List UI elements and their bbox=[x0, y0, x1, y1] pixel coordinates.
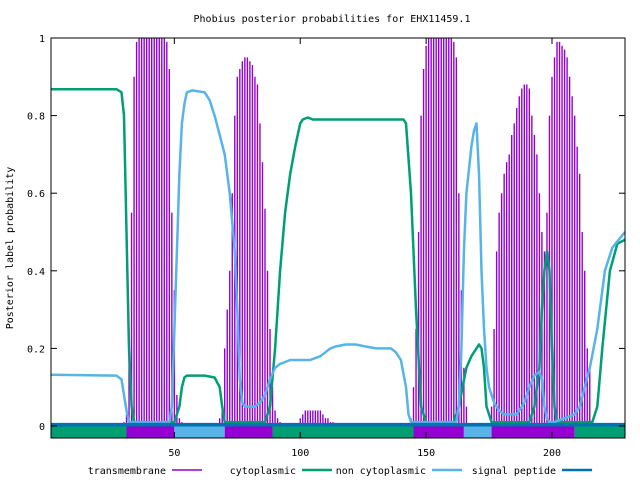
y-tick-label: 0 bbox=[39, 422, 45, 433]
topology-segment-transmembrane bbox=[413, 425, 464, 438]
chart-title: Phobius posterior probabilities for EHX1… bbox=[194, 14, 471, 25]
y-tick-label: 0.8 bbox=[27, 112, 45, 123]
y-tick-label: 0.4 bbox=[27, 267, 45, 278]
y-tick-label: 1 bbox=[39, 34, 45, 45]
topology-segment-transmembrane bbox=[491, 425, 575, 438]
plot-frame bbox=[50, 37, 626, 439]
legend: transmembrane cytoplasmic non cytoplasmic s… bbox=[88, 466, 592, 477]
non-cytoplasmic-line bbox=[50, 89, 626, 424]
cytoplasmic-line bbox=[51, 87, 626, 424]
topology-segment-cytoplasmic bbox=[272, 425, 414, 438]
topology-segment-transmembrane bbox=[224, 425, 273, 438]
x-tick-label: 50 bbox=[168, 448, 180, 459]
topology-segment-non-cytoplasmic bbox=[174, 425, 225, 438]
topology-segment-transmembrane bbox=[126, 425, 175, 438]
topology-segment-non-cytoplasmic bbox=[463, 425, 492, 438]
topology-bar bbox=[51, 423, 625, 438]
x-tick-label: 200 bbox=[543, 448, 561, 459]
legend-label-cytoplasmic: cytoplasmic bbox=[230, 466, 296, 477]
legend-label-transmembrane: transmembrane bbox=[88, 466, 166, 477]
y-tick-label: 0.6 bbox=[27, 189, 45, 200]
legend-label-signal-peptide: signal peptide bbox=[472, 466, 556, 477]
x-tick-label: 100 bbox=[291, 448, 309, 459]
topology-segment-cytoplasmic bbox=[51, 425, 127, 438]
x-axis-ticks: 50 100 150 200 bbox=[168, 38, 561, 459]
legend-label-non-cytoplasmic: non cytoplasmic bbox=[336, 466, 426, 477]
topology-segment-cytoplasmic bbox=[574, 425, 625, 438]
x-tick-label: 150 bbox=[417, 448, 435, 459]
transmembrane-impulses bbox=[123, 38, 591, 426]
y-tick-label: 0.2 bbox=[27, 344, 45, 355]
y-axis-ticks: 0 0.2 0.4 0.6 0.8 1 bbox=[27, 34, 625, 433]
y-axis-label: Posterior label probability bbox=[5, 167, 16, 330]
